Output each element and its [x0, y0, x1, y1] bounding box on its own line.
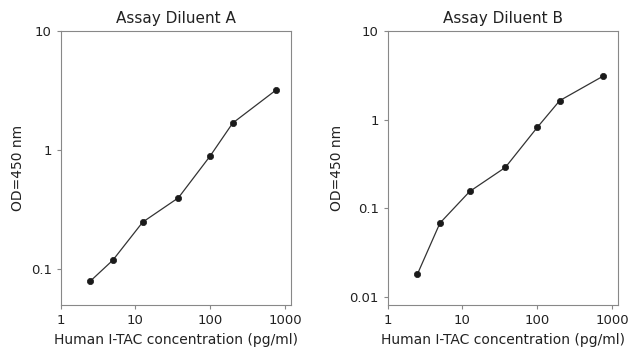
Y-axis label: OD=450 nm: OD=450 nm — [330, 125, 344, 212]
X-axis label: Human I-TAC concentration (pg/ml): Human I-TAC concentration (pg/ml) — [54, 333, 298, 347]
Y-axis label: OD=450 nm: OD=450 nm — [11, 125, 25, 212]
Title: Assay Diluent A: Assay Diluent A — [116, 11, 236, 26]
Title: Assay Diluent B: Assay Diluent B — [443, 11, 563, 26]
X-axis label: Human I-TAC concentration (pg/ml): Human I-TAC concentration (pg/ml) — [381, 333, 625, 347]
